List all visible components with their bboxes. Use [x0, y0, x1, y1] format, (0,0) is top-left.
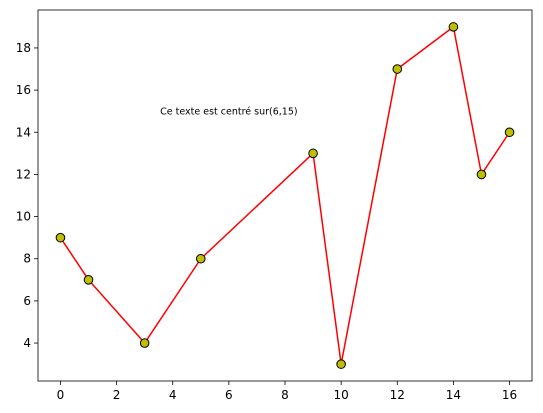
x-tick-label: 16	[502, 388, 517, 402]
x-tick-label: 2	[113, 388, 121, 402]
data-point	[504, 127, 515, 138]
y-tick-label: 4	[23, 336, 31, 350]
y-tick-label: 14	[16, 125, 31, 139]
y-tick-label: 8	[23, 252, 31, 266]
x-tick-label: 6	[225, 388, 233, 402]
x-tick-label: 10	[333, 388, 348, 402]
y-tick-label: 10	[16, 210, 31, 224]
plot-area	[38, 10, 532, 381]
y-tick-label: 16	[16, 83, 31, 97]
data-point	[83, 275, 94, 285]
series-line	[59, 26, 511, 365]
data-point	[308, 148, 318, 159]
x-tick-label: 8	[281, 388, 289, 402]
data-point	[195, 253, 206, 264]
y-tick-label: 6	[23, 294, 31, 308]
axes-frame	[37, 9, 533, 382]
data-point	[139, 338, 150, 348]
x-tick-label: 12	[390, 388, 405, 402]
data-point	[55, 232, 66, 243]
data-point	[448, 22, 459, 32]
x-tick-label: 0	[57, 388, 65, 402]
data-point	[392, 64, 403, 74]
y-tick-label: 18	[16, 41, 31, 55]
x-tick-label: 14	[446, 388, 461, 402]
x-tick-label: 4	[169, 388, 177, 402]
y-tick-label: 12	[16, 167, 31, 181]
data-point	[476, 169, 487, 180]
data-point	[336, 359, 346, 369]
annotation-text: Ce texte est centré sur(6,15)	[160, 107, 297, 118]
